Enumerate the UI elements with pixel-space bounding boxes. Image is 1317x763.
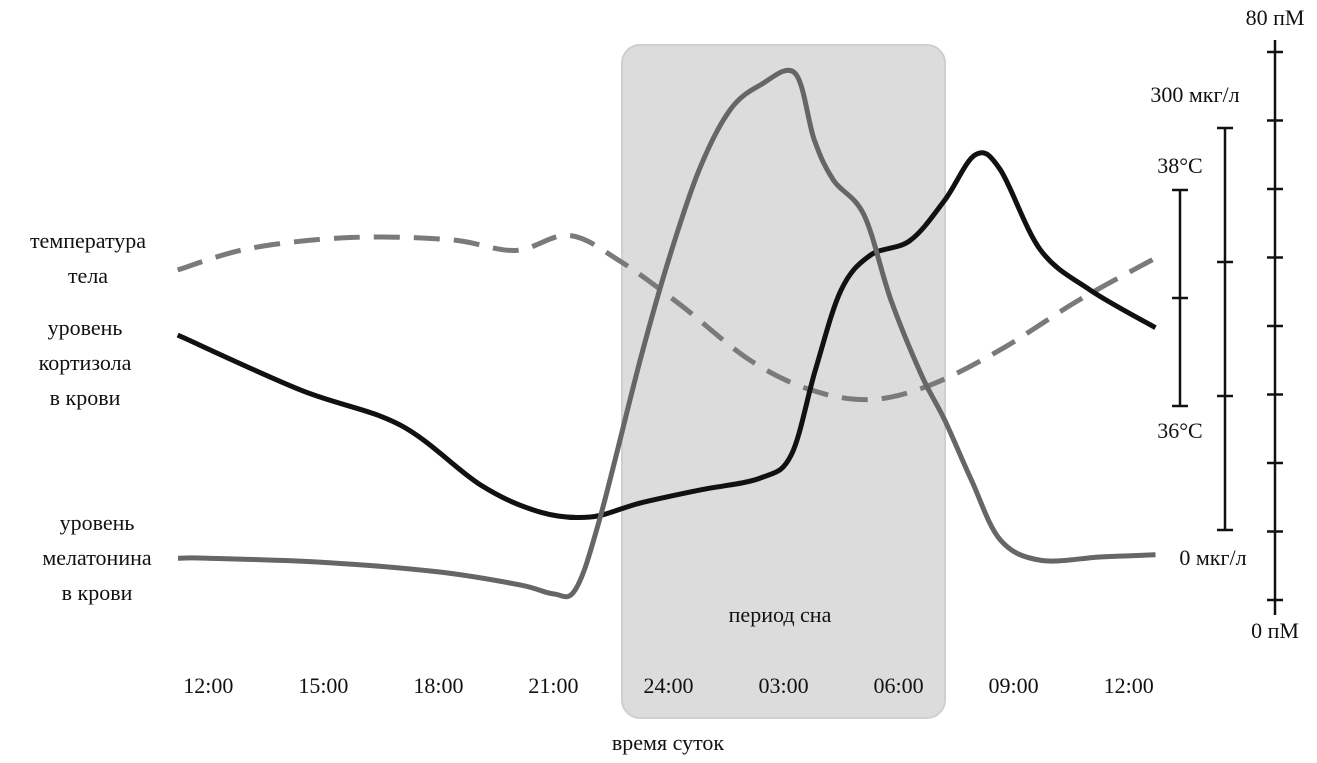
x-tick-label: 24:00 xyxy=(643,673,693,698)
x-tick-label: 15:00 xyxy=(298,673,348,698)
series-label: уровень xyxy=(60,510,135,535)
y-tick-label: 80 пМ xyxy=(1246,5,1305,30)
x-tick-label: 12:00 xyxy=(1104,673,1154,698)
series-label: тела xyxy=(68,263,108,288)
x-tick-label: 06:00 xyxy=(874,673,924,698)
series-line xyxy=(176,232,1157,403)
series-label: уровень xyxy=(48,315,123,340)
series-line xyxy=(178,67,1156,600)
x-tick-label: 21:00 xyxy=(528,673,578,698)
series-label: мелатонина xyxy=(42,545,152,570)
y-tick-label: 38°C xyxy=(1157,153,1202,178)
x-axis-title: время суток xyxy=(612,730,724,755)
sleep-label: период сна xyxy=(729,602,832,627)
series-label: температура xyxy=(30,228,146,253)
y-tick-label: 36°C xyxy=(1157,418,1202,443)
x-tick-label: 12:00 xyxy=(183,673,233,698)
x-tick-label: 09:00 xyxy=(989,673,1039,698)
x-tick-label: 03:00 xyxy=(758,673,808,698)
series-label: кортизола xyxy=(39,350,132,375)
x-tick-label: 18:00 xyxy=(413,673,463,698)
y-tick-label: 0 пМ xyxy=(1251,618,1299,643)
y-tick-label: 0 мкг/л xyxy=(1179,545,1246,570)
series-label: в крови xyxy=(50,385,121,410)
series-line xyxy=(176,150,1157,521)
y-tick-label: 300 мкг/л xyxy=(1150,82,1239,107)
series-label: в крови xyxy=(62,580,133,605)
